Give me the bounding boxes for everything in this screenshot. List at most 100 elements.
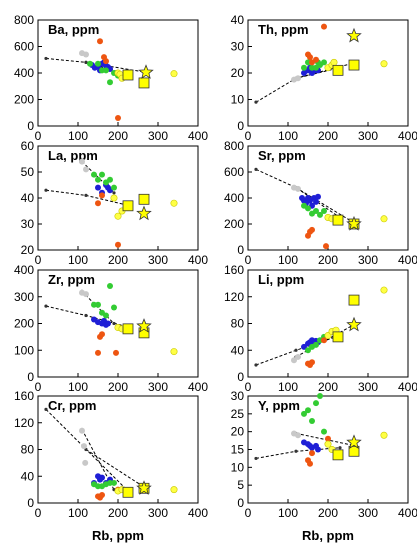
x-tick-label: 300 bbox=[358, 506, 378, 520]
y-tick-label: 0 bbox=[237, 370, 244, 384]
blue-point bbox=[95, 184, 101, 191]
red-point bbox=[99, 491, 105, 498]
x-tick-label: 0 bbox=[35, 129, 42, 143]
y-tick-label: 40 bbox=[21, 191, 35, 205]
y-tick-label: 100 bbox=[14, 343, 34, 357]
y-tick-label: 5 bbox=[237, 478, 244, 492]
y-tick-label: 60 bbox=[21, 139, 35, 153]
green-point bbox=[321, 208, 327, 214]
x-tick-label: 100 bbox=[278, 506, 298, 520]
x-tick-label: 400 bbox=[188, 129, 208, 143]
square-point bbox=[332, 331, 344, 343]
trend-line bbox=[85, 449, 147, 489]
x-tick-label: 300 bbox=[358, 129, 378, 143]
y-tick-label: 40 bbox=[231, 343, 245, 357]
x-tick-label: 400 bbox=[398, 129, 417, 143]
y-tick-label: 0 bbox=[27, 370, 34, 384]
red-point bbox=[313, 56, 319, 63]
y-tick-label: 0 bbox=[27, 119, 34, 133]
x-tick-label: 300 bbox=[148, 380, 168, 394]
trend-line bbox=[255, 447, 341, 459]
blue-point bbox=[301, 343, 307, 350]
yellow-point bbox=[380, 286, 388, 294]
y-tick-label: 120 bbox=[14, 416, 34, 430]
y-tick-label: 200 bbox=[14, 93, 34, 107]
yellow-point bbox=[170, 486, 178, 494]
x-tick-label: 400 bbox=[398, 380, 417, 394]
trend-node bbox=[84, 313, 88, 318]
trend-line bbox=[255, 168, 341, 218]
trend-node bbox=[44, 56, 48, 61]
x-tick-label: 100 bbox=[278, 380, 298, 394]
x-tick-label: 400 bbox=[188, 506, 208, 520]
green-point bbox=[301, 64, 307, 71]
y-tick-label: 400 bbox=[14, 263, 34, 277]
square-point bbox=[122, 323, 134, 335]
trend-node bbox=[44, 304, 48, 308]
y-tick-label: 0 bbox=[237, 496, 244, 510]
star-point bbox=[346, 316, 362, 332]
square-point bbox=[348, 294, 360, 306]
x-tick-label: 400 bbox=[398, 506, 417, 520]
green-point bbox=[321, 428, 327, 435]
x-tick-label: 400 bbox=[188, 380, 208, 394]
yellow-point bbox=[114, 212, 122, 220]
trend-node bbox=[254, 363, 258, 367]
square-point bbox=[348, 59, 360, 71]
trend-line bbox=[295, 187, 357, 225]
star-point bbox=[136, 318, 152, 333]
x-tick-label: 0 bbox=[245, 253, 252, 267]
red-point bbox=[321, 337, 327, 344]
green-point bbox=[321, 59, 327, 66]
gray-point bbox=[83, 51, 89, 58]
x-tick-label: 0 bbox=[35, 506, 42, 520]
star-point bbox=[346, 215, 362, 231]
yellow-point bbox=[380, 215, 388, 223]
green-point bbox=[107, 79, 113, 86]
x-tick-label: 300 bbox=[148, 253, 168, 267]
x-tick-label: 200 bbox=[318, 129, 338, 143]
y-tick-label: 30 bbox=[231, 389, 245, 403]
star-point bbox=[346, 434, 362, 449]
y-tick-label: 600 bbox=[224, 165, 244, 179]
x-tick-label: 0 bbox=[245, 506, 252, 520]
green-point bbox=[103, 67, 109, 74]
panel-title: Li, ppm bbox=[258, 272, 304, 287]
x-tick-label: 300 bbox=[358, 380, 378, 394]
green-point bbox=[305, 407, 311, 414]
gray-point bbox=[291, 357, 297, 364]
green-point bbox=[317, 211, 323, 218]
trend-node bbox=[294, 449, 298, 453]
y-tick-label: 0 bbox=[237, 243, 244, 257]
green-point bbox=[99, 171, 105, 178]
red-point bbox=[103, 58, 109, 65]
x-tick-label: 200 bbox=[318, 506, 338, 520]
gray-point bbox=[82, 459, 89, 466]
red-point bbox=[307, 54, 313, 61]
y-tick-label: 50 bbox=[21, 165, 35, 179]
panel-title: Cr, ppm bbox=[48, 398, 96, 413]
green-point bbox=[313, 341, 319, 348]
green-point bbox=[111, 184, 117, 191]
x-axis-label: Rb, ppm bbox=[92, 528, 144, 543]
panel-li: 0 40 80 120 160 0 100 200 300 400 Li, ppm bbox=[224, 263, 417, 394]
panel-zr: 0 100 200 300 400 0 100 200 300 400 Zr, ppm bbox=[14, 263, 208, 394]
y-tick-label: 20 bbox=[231, 425, 245, 439]
x-tick-label: 100 bbox=[68, 506, 88, 520]
square-point bbox=[122, 69, 134, 81]
x-tick-label: 100 bbox=[68, 380, 88, 394]
panel-title: La, ppm bbox=[48, 148, 98, 163]
y-tick-label: 120 bbox=[224, 290, 244, 304]
square-point bbox=[332, 64, 344, 76]
red-point bbox=[95, 349, 101, 356]
y-tick-label: 400 bbox=[224, 191, 244, 205]
green-point bbox=[95, 60, 101, 67]
x-tick-label: 200 bbox=[318, 380, 338, 394]
green-point bbox=[91, 171, 97, 178]
square-point bbox=[122, 200, 134, 212]
green-point bbox=[111, 304, 117, 311]
green-point bbox=[103, 312, 109, 319]
